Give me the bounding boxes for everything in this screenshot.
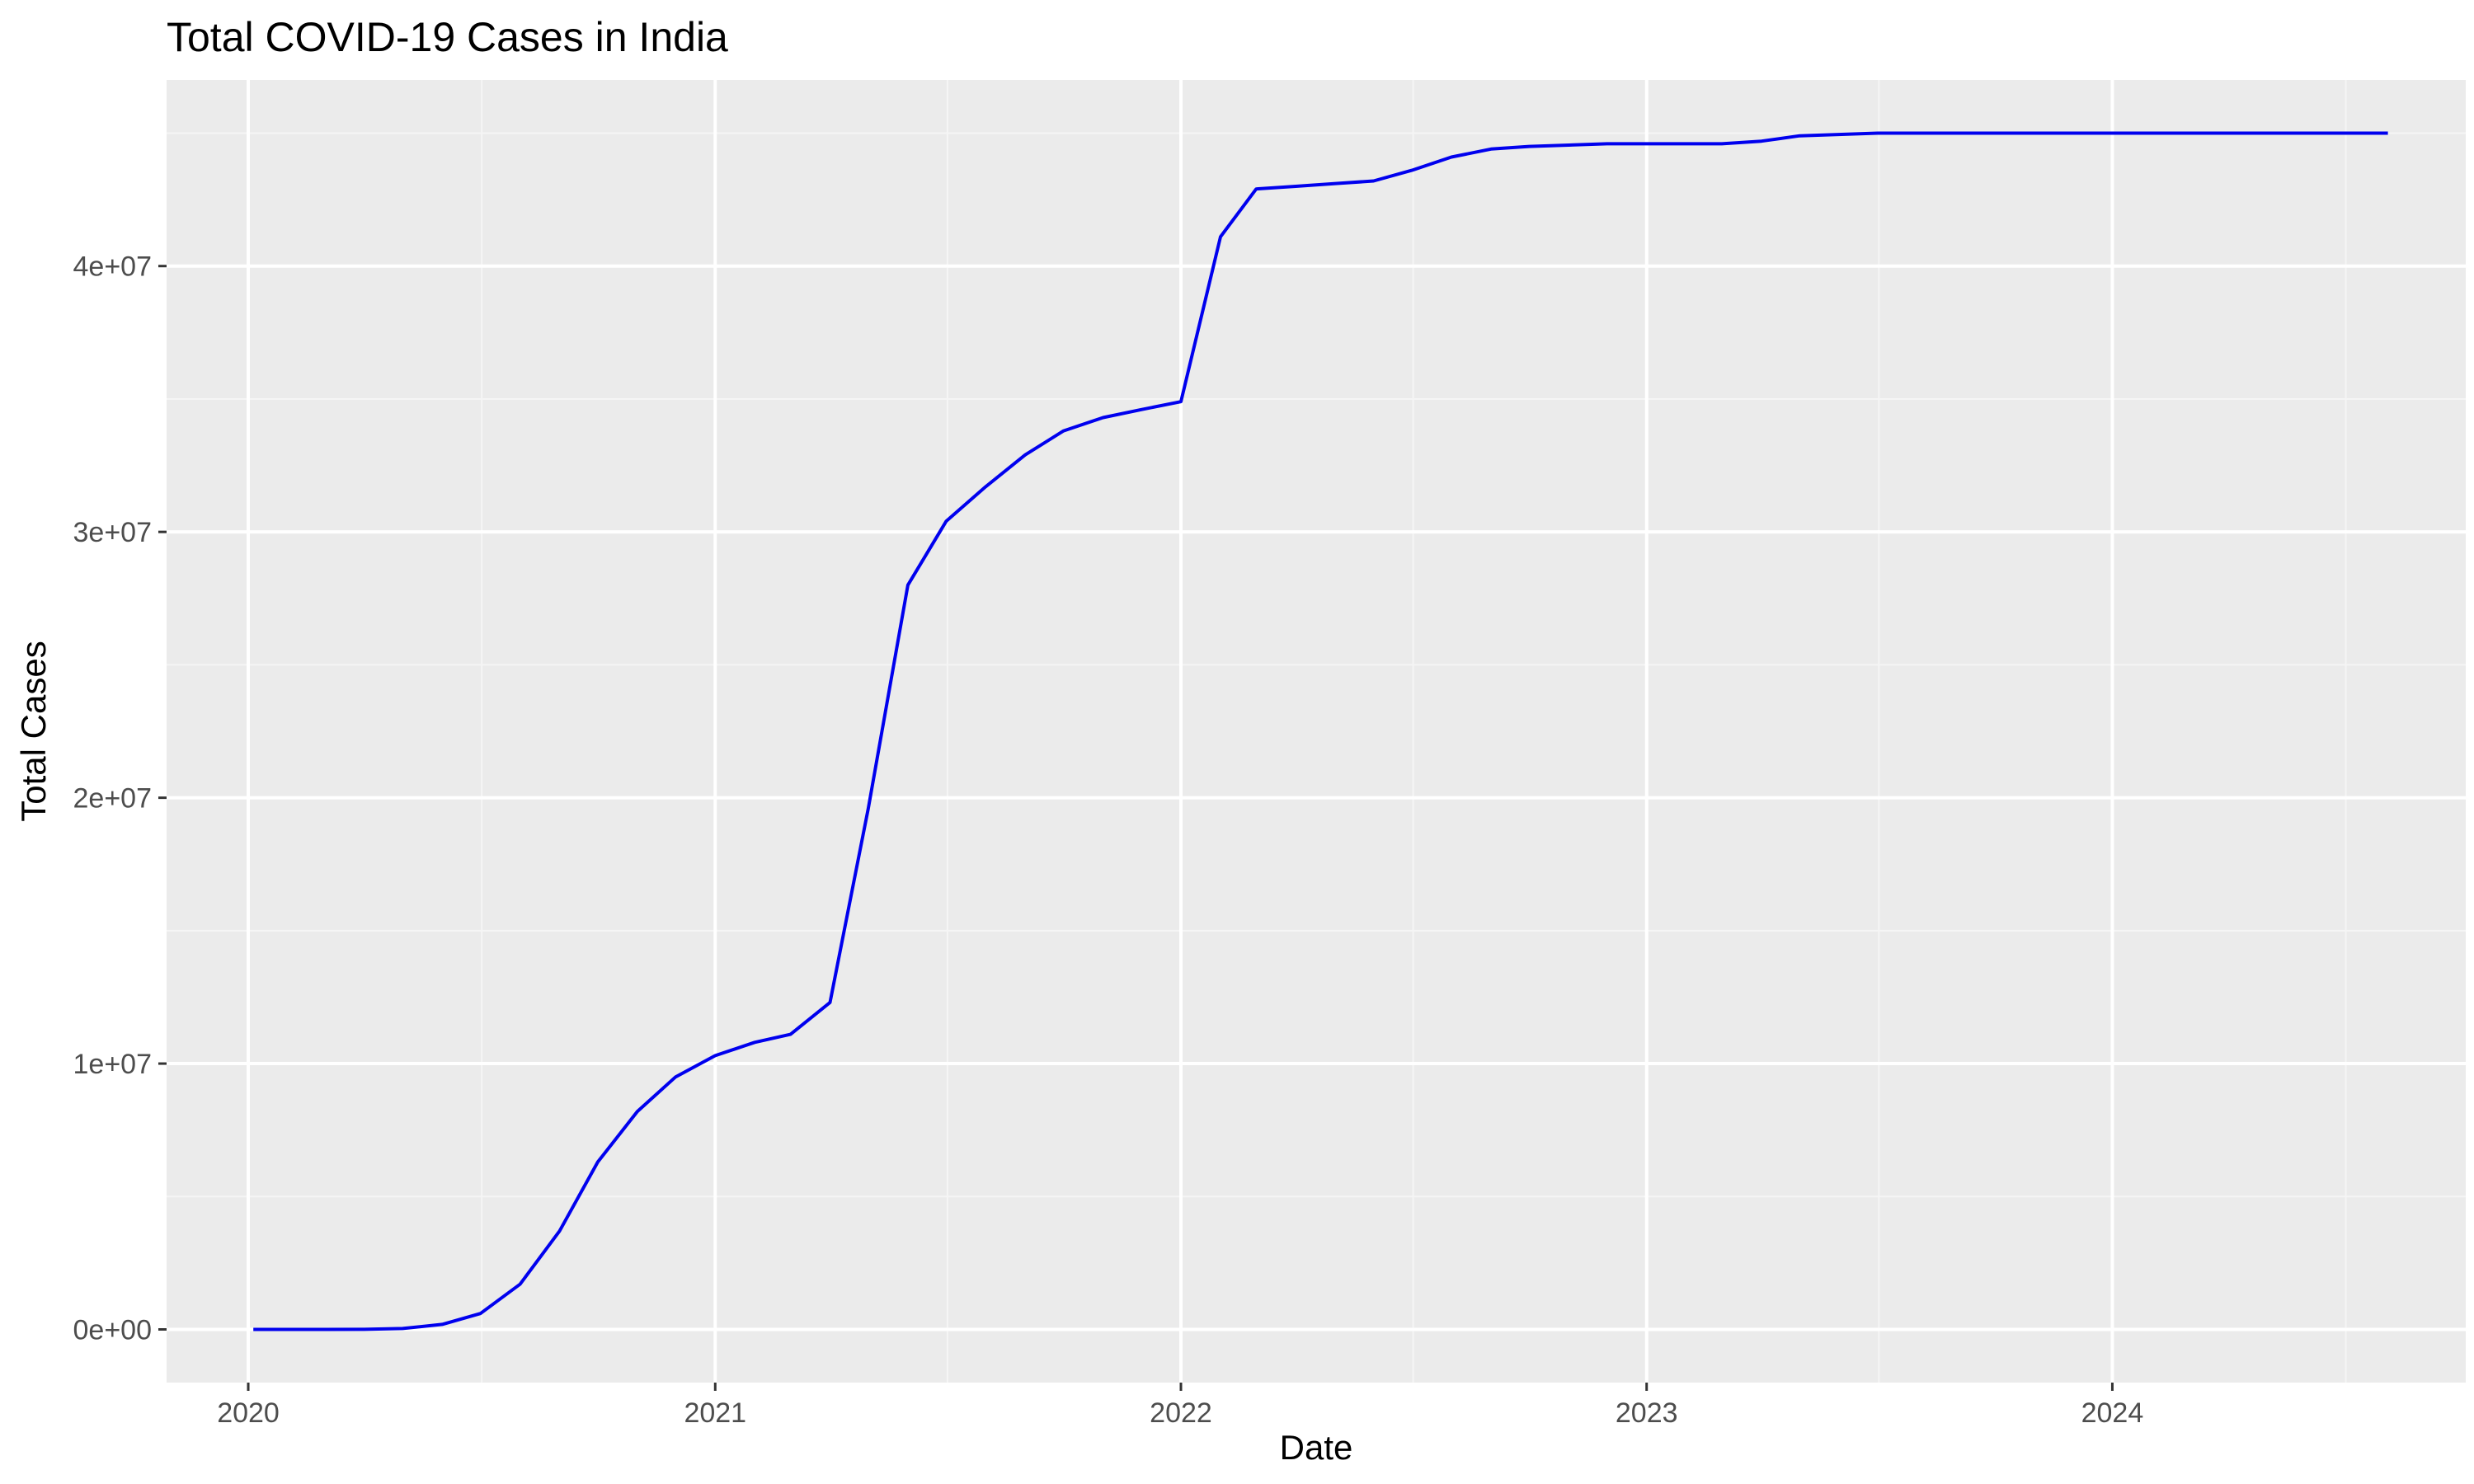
y-tick-label: 1e+07 bbox=[73, 1049, 153, 1080]
series-line bbox=[253, 131, 2388, 1331]
y-tick-label: 2e+07 bbox=[73, 783, 153, 815]
y-axis-title: Total Cases bbox=[14, 641, 53, 821]
x-tick-label: 2023 bbox=[1616, 1397, 1678, 1429]
y-tick-label: 4e+07 bbox=[73, 251, 153, 283]
y-axis: 0e+00 1e+07 2e+07 3e+07 4e+07 bbox=[73, 251, 167, 1346]
chart-title: Total COVID-19 Cases in India bbox=[167, 14, 728, 60]
y-tick-label: 3e+07 bbox=[73, 517, 153, 548]
plot-panel bbox=[167, 80, 2466, 1383]
grid-minor bbox=[167, 80, 2466, 1383]
x-axis-title: Date bbox=[1280, 1428, 1353, 1467]
x-tick-label: 2021 bbox=[684, 1397, 746, 1429]
x-axis: 2020 2021 2022 2023 2024 bbox=[217, 1383, 2143, 1429]
y-tick-label: 0e+00 bbox=[73, 1315, 153, 1346]
x-tick-label: 2024 bbox=[2081, 1397, 2144, 1429]
grid-major bbox=[167, 80, 2466, 1383]
x-tick-label: 2022 bbox=[1150, 1397, 1212, 1429]
x-tick-label: 2020 bbox=[217, 1397, 280, 1429]
series-layer bbox=[253, 131, 2388, 1331]
